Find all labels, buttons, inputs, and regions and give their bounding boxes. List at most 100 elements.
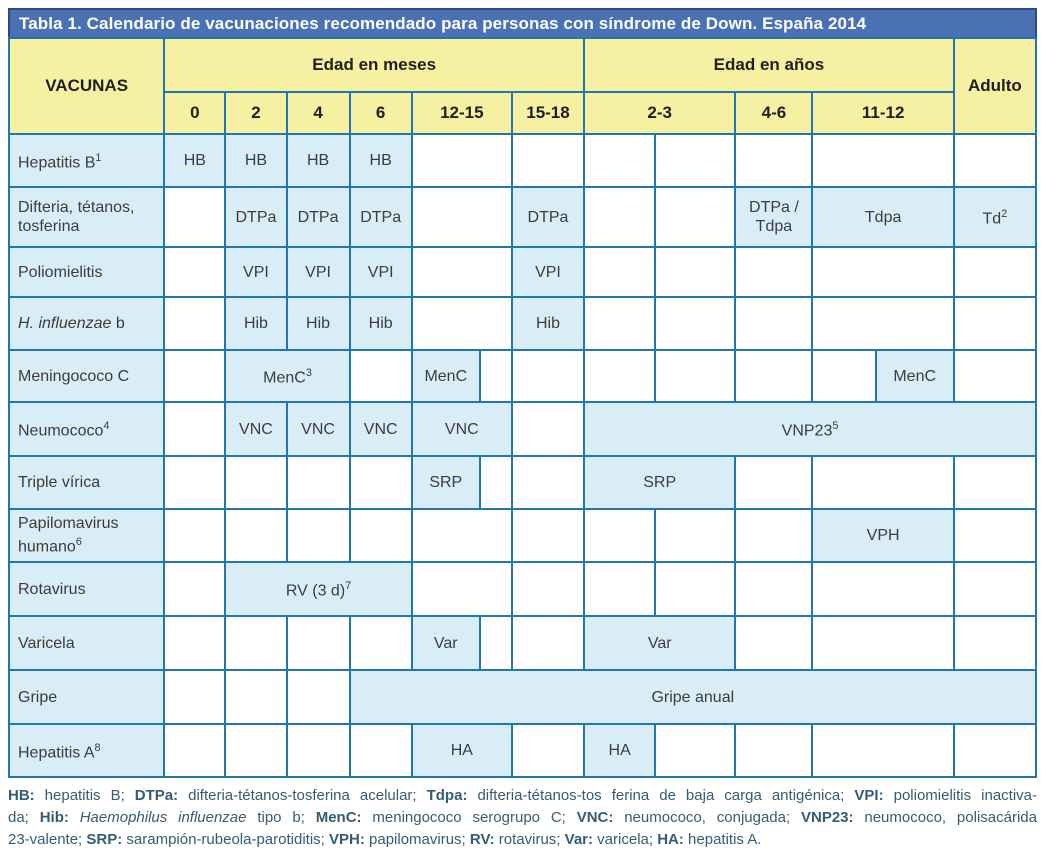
age-column-header: 4-6	[734, 91, 814, 135]
empty-cell	[952, 723, 1038, 778]
empty-cell	[410, 561, 513, 617]
empty-cell	[952, 508, 1038, 563]
empty-cell	[811, 723, 955, 778]
vaccine-dose-cell: MenC	[410, 349, 481, 403]
empty-cell	[952, 296, 1038, 351]
vaccine-row: Varicela Var Var	[7, 615, 1038, 671]
vaccine-row-label: Rotavirus	[7, 561, 166, 617]
vaccine-dose-cell: Hib	[285, 296, 351, 351]
empty-cell	[348, 455, 413, 510]
empty-cell	[734, 133, 814, 188]
vaccine-row: Rotavirus RV (3 d)7	[7, 561, 1038, 617]
vaccine-dose-cell: VNC	[285, 401, 351, 457]
vaccine-row: Papilomavirus humano6 VPH	[7, 508, 1038, 563]
age-group-header-meses: Edad en meses	[163, 37, 586, 93]
empty-cell	[224, 669, 288, 725]
vaccine-row-label: Meningococo C	[7, 349, 166, 403]
empty-cell	[952, 246, 1038, 298]
empty-cell	[348, 349, 413, 403]
vaccine-row: Difteria, tétanos, tosferina DTPa DTPa DTPa…	[7, 186, 1038, 248]
empty-cell	[163, 455, 227, 510]
vaccine-dose-cell: VPI	[510, 246, 586, 298]
empty-cell	[654, 508, 737, 563]
empty-cell	[285, 508, 351, 563]
empty-cell	[734, 455, 814, 510]
vaccine-row-label: Varicela	[7, 615, 166, 671]
empty-cell	[583, 508, 657, 563]
empty-cell	[163, 296, 227, 351]
vaccine-row: Poliomielitis VPI VPI VPI VPI	[7, 246, 1038, 298]
vaccine-row: Gripe Gripe anual	[7, 669, 1038, 725]
empty-cell	[410, 186, 513, 248]
empty-cell	[163, 723, 227, 778]
empty-cell	[510, 723, 586, 778]
empty-cell	[478, 615, 513, 671]
age-column-header: 11-12	[811, 91, 955, 135]
vaccine-dose-cell: VNC	[410, 401, 513, 457]
empty-cell	[510, 561, 586, 617]
empty-cell	[348, 615, 413, 671]
vaccine-row: Hepatitis B1 HB HB HB HB	[7, 133, 1038, 188]
empty-cell	[583, 186, 657, 248]
empty-cell	[348, 723, 413, 778]
empty-cell	[163, 401, 227, 457]
vaccine-dose-cell: DTPa	[224, 186, 288, 248]
vaccine-dose-cell: VNC	[224, 401, 288, 457]
footnote-line: da; Hib: Haemophilus influenzae tipo b; …	[8, 809, 1037, 826]
table-footnote: HB: hepatitis B; DTPa: difteria-tétanos-…	[8, 778, 1037, 851]
empty-cell	[510, 615, 586, 671]
empty-cell	[952, 349, 1038, 403]
empty-cell	[224, 508, 288, 563]
empty-cell	[510, 455, 586, 510]
empty-cell	[734, 296, 814, 351]
vaccine-row-label: Papilomavirus humano6	[7, 508, 166, 563]
vaccine-dose-cell: VPI	[285, 246, 351, 298]
empty-cell	[163, 508, 227, 563]
vaccine-row-label: Neumococo4	[7, 401, 166, 457]
empty-cell	[734, 615, 814, 671]
vaccine-dose-cell: Hib	[510, 296, 586, 351]
empty-cell	[654, 723, 737, 778]
age-column-header: 0	[163, 91, 227, 135]
empty-cell	[583, 246, 657, 298]
vaccine-row: Hepatitis A8 HA HA	[7, 723, 1038, 778]
age-column-header: 6	[348, 91, 413, 135]
empty-cell	[410, 296, 513, 351]
vaccine-dose-cell: VNC	[348, 401, 413, 457]
vaccine-dose-cell: DTPa	[285, 186, 351, 248]
age-column-header: 12-15	[410, 91, 513, 135]
empty-cell	[583, 561, 657, 617]
vacunas-column-header: VACUNAS	[7, 37, 166, 135]
age-column-header: 2-3	[583, 91, 737, 135]
vaccine-row: H. influenzae b Hib Hib Hib Hib	[7, 296, 1038, 351]
vaccine-dose-cell: Var	[583, 615, 737, 671]
vaccine-row-label: Difteria, tétanos, tosferina	[7, 186, 166, 248]
empty-cell	[654, 561, 737, 617]
empty-cell	[224, 455, 288, 510]
vaccine-dose-cell: HA	[583, 723, 657, 778]
vaccine-dose-cell: HA	[410, 723, 513, 778]
vaccine-dose-cell: HB	[348, 133, 413, 188]
empty-cell	[410, 133, 513, 188]
empty-cell	[285, 723, 351, 778]
vaccination-table: VACUNAS Edad en meses Edad en años Adulto 0 2…	[7, 37, 1038, 778]
empty-cell	[478, 455, 513, 510]
empty-cell	[734, 723, 814, 778]
age-column-header: 2	[224, 91, 288, 135]
vaccine-dose-cell: Var	[410, 615, 481, 671]
vaccine-dose-cell: SRP	[410, 455, 481, 510]
vaccine-row-label: Triple vírica	[7, 455, 166, 510]
vaccine-dose-cell: DTPa	[348, 186, 413, 248]
vaccine-dose-cell: DTPa / Tdpa	[734, 186, 814, 248]
empty-cell	[952, 561, 1038, 617]
empty-cell	[510, 349, 586, 403]
footnote-line: 23-valente; SRP: sarampión-rubeola-parot…	[8, 831, 762, 848]
empty-cell	[952, 615, 1038, 671]
vaccine-dose-cell: Gripe anual	[348, 669, 1038, 725]
empty-cell	[285, 455, 351, 510]
vaccine-dose-cell: RV (3 d)7	[224, 561, 413, 617]
vaccine-row-label: H. influenzae b	[7, 296, 166, 351]
age-group-header-anos: Edad en años	[583, 37, 955, 93]
empty-cell	[583, 296, 657, 351]
vaccine-row-label: Hepatitis B1	[7, 133, 166, 188]
